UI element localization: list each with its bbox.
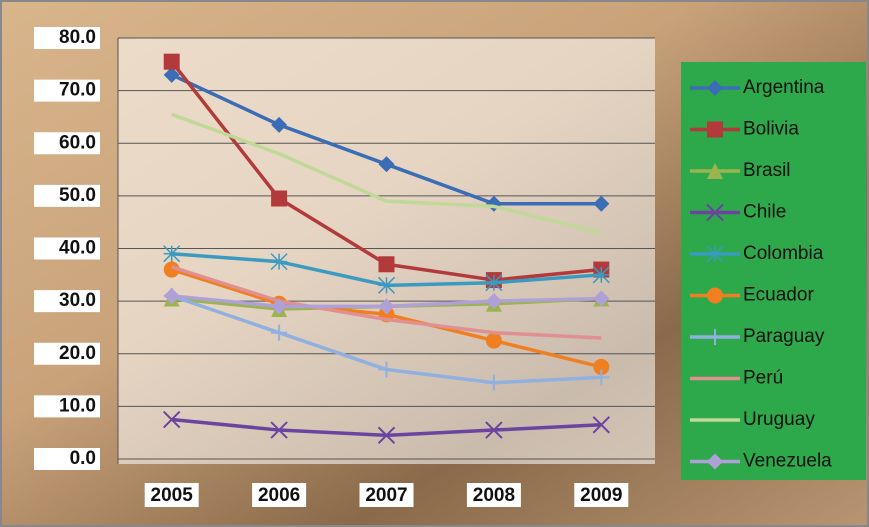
marker [163,53,180,70]
marker [593,290,610,307]
y-tick-label: 10.0 [59,395,96,416]
legend-label: Bolivia [743,119,799,140]
marker [377,426,396,445]
marker [163,287,180,304]
x-tick-label: 2006 [258,485,300,506]
legend-label: Colombia [743,243,824,264]
x-tick-label: 2008 [473,485,515,506]
marker [270,421,288,439]
legend-marker [707,329,723,345]
marker [271,190,288,207]
marker [593,195,610,212]
y-tick-label-bg [34,132,100,155]
legend-label: Ecuador [743,285,814,306]
y-tick-label-bg [34,448,100,470]
legend-label: Venezuela [743,451,832,472]
marker [271,298,288,315]
marker [485,293,502,310]
marker [592,416,611,434]
legend-label: Brasil [743,160,791,181]
y-tick-label: 80.0 [59,27,96,48]
legend-marker [707,163,723,179]
y-tick-label: 70.0 [59,80,96,101]
x-tick-label: 2009 [580,485,622,506]
y-tick-label-bg [34,290,100,313]
marker [378,156,395,173]
marker [163,66,180,83]
marker [593,369,610,386]
marker [163,245,181,263]
legend-marker [707,121,723,138]
y-tick-label-bg [34,184,100,207]
legend-label: Paraguay [743,326,825,347]
plot-area [118,38,655,464]
y-tick-label: 40.0 [59,238,96,259]
marker [162,410,181,429]
x-tick-label: 2005 [151,485,194,506]
marker [270,253,288,271]
marker [378,361,395,378]
legend-label: Chile [743,202,786,223]
marker [163,261,180,278]
y-tick-label: 20.0 [59,343,96,364]
y-tick-label-bg [34,27,100,49]
y-tick-label-bg [34,342,100,365]
marker [378,256,395,273]
y-tick-label: 30.0 [59,290,96,311]
legend-marker [707,453,723,470]
marker [485,374,502,391]
marker [485,421,503,439]
x-tick-label-bg [144,483,199,507]
marker [592,266,610,284]
y-tick-label-bg [34,237,100,260]
legend-marker [706,203,724,222]
legend-marker [707,287,723,304]
marker [485,332,502,349]
y-tick-label-bg [34,395,100,418]
series-line [171,112,602,235]
series-line [171,265,602,340]
marker [485,274,503,292]
marker [593,358,610,375]
marker [378,298,395,315]
y-tick-label: 0.0 [70,448,96,469]
x-tick-label-bg [359,483,414,507]
y-tick-label-bg [34,79,100,102]
legend-label: Perú [743,368,783,389]
y-tick-label: 60.0 [59,132,96,153]
legend-label: Argentina [743,77,825,98]
legend-label: Uruguay [743,409,815,430]
marker [377,276,396,294]
marker [271,116,288,133]
y-tick-label: 50.0 [59,185,96,206]
legend-marker [707,80,723,96]
x-tick-label-bg [466,483,521,507]
marker [271,324,288,341]
x-tick-label-bg [252,483,307,507]
x-tick-label-bg [574,483,629,507]
legend-marker [706,245,724,263]
x-tick-label: 2007 [365,485,407,506]
